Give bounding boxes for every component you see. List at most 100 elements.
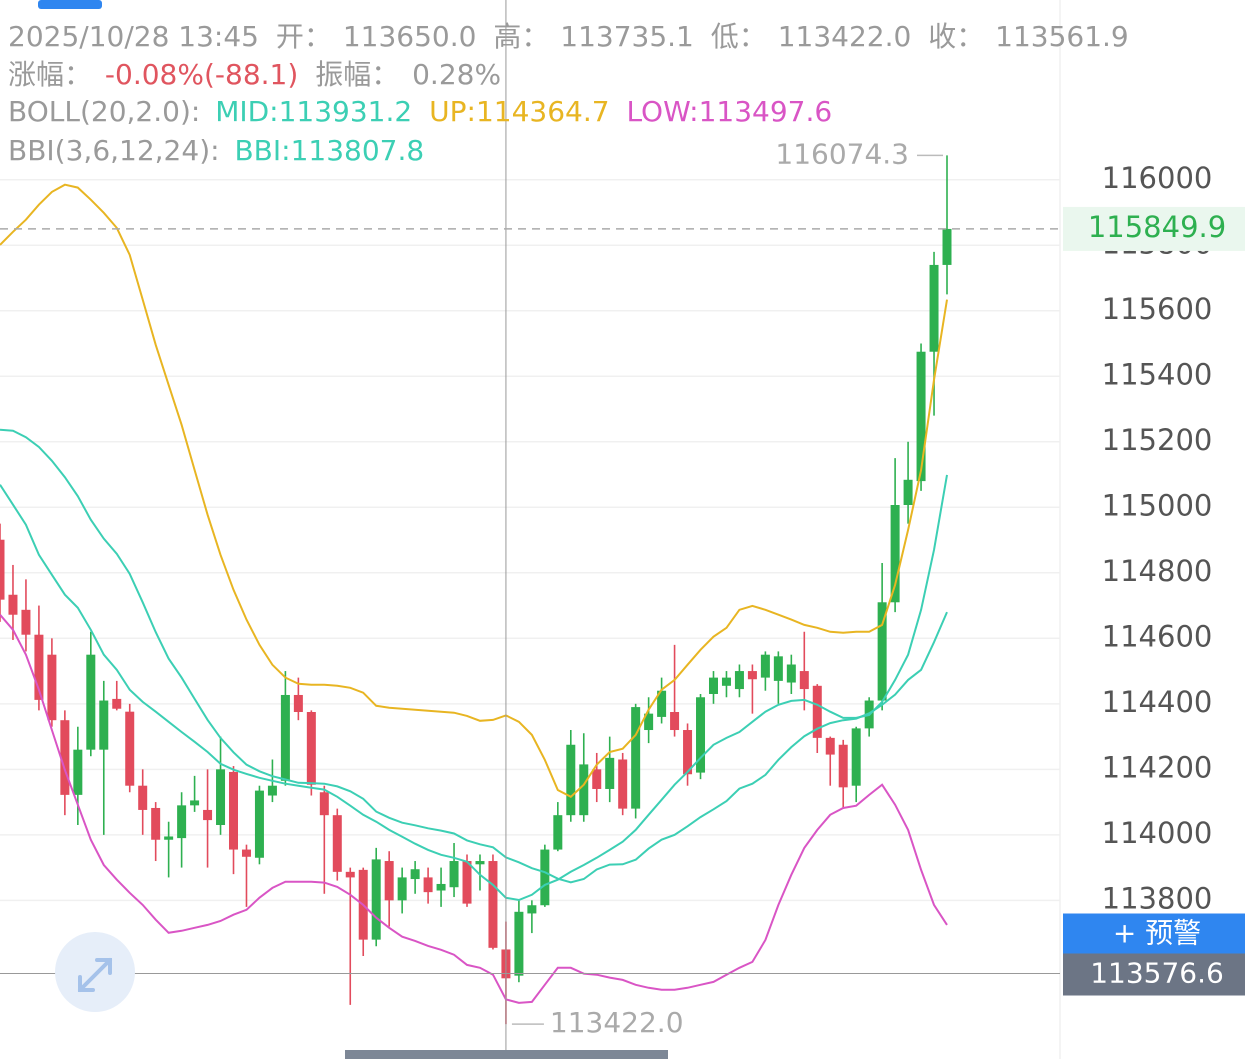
- candle-body: [371, 859, 381, 940]
- date: 2025/10/28 13:45: [8, 20, 259, 53]
- candle-body: [47, 654, 57, 721]
- indicator-line: [0, 614, 948, 1004]
- header-line4: BBI(3,6,12,24): BBI:113807.8: [8, 134, 424, 167]
- candle-body: [786, 664, 796, 683]
- candle-body: [410, 869, 420, 880]
- candle-body: [812, 685, 822, 738]
- boll-label: BOLL(20,2.0):: [8, 95, 200, 128]
- boll-low: LOW:113497.6: [626, 95, 832, 128]
- high-label: 高：: [493, 20, 549, 53]
- expand-icon-arrow[interactable]: [78, 958, 112, 992]
- scrollbar[interactable]: [345, 1050, 668, 1059]
- candle-body: [436, 883, 446, 891]
- candle-body: [60, 720, 70, 795]
- candle-body: [34, 634, 44, 700]
- header-line3: BOLL(20,2.0): MID:113931.2 UP:114364.7 L…: [8, 95, 832, 128]
- candle-body: [319, 792, 329, 816]
- candle-body: [125, 711, 135, 786]
- candle-body: [734, 671, 744, 690]
- indicator-line: [0, 183, 948, 799]
- candle-body: [605, 757, 615, 789]
- candle-body: [112, 698, 122, 709]
- header-line2: 涨幅： -0.08%(-88.1) 振幅： 0.28%: [8, 58, 501, 91]
- boll-mid: MID:113931.2: [215, 95, 412, 128]
- alert-button-bg[interactable]: [1063, 913, 1245, 954]
- candle-body: [721, 677, 731, 686]
- candle-body: [384, 861, 394, 901]
- candle-body: [760, 654, 770, 678]
- last-price-label: 115849.9: [1088, 210, 1226, 244]
- indicator-line: [0, 428, 948, 884]
- candle-body: [579, 764, 589, 816]
- y-tick-label: 115000: [1102, 488, 1213, 522]
- candle-body: [657, 690, 667, 717]
- candle-body: [73, 749, 83, 795]
- candle-body: [241, 849, 251, 857]
- candle-body: [0, 539, 5, 600]
- min-label: 113422.0: [550, 1006, 684, 1039]
- candle-body: [825, 737, 835, 755]
- candle-body: [86, 654, 96, 750]
- candle-body: [877, 602, 887, 701]
- candle-body: [306, 712, 316, 785]
- candle-body: [618, 759, 628, 809]
- candle-body: [799, 671, 809, 690]
- candle-body: [293, 694, 303, 713]
- candle-body: [138, 785, 148, 810]
- candle-body: [254, 790, 264, 858]
- y-tick-label: 116000: [1102, 161, 1213, 195]
- low-value: 113422.0: [778, 20, 912, 53]
- top-tab: [38, 0, 102, 9]
- candle-body: [670, 712, 680, 731]
- y-tick-label: 114800: [1102, 554, 1213, 588]
- y-tick-label: 114400: [1102, 685, 1213, 719]
- candle-body: [566, 744, 576, 816]
- change-label: 涨幅：: [8, 58, 92, 91]
- candle-body: [838, 744, 848, 788]
- candle-body: [708, 677, 718, 694]
- indicator-line: [0, 474, 948, 902]
- y-tick-label: 115200: [1102, 423, 1213, 457]
- candle-body: [553, 815, 563, 850]
- crosshair-price-label: 113576.6: [1090, 957, 1224, 990]
- candle-body: [903, 479, 913, 506]
- candle-body: [423, 877, 433, 893]
- candle-body: [99, 700, 109, 750]
- amplitude-value: 0.28%: [412, 58, 501, 91]
- amplitude-label: 振幅：: [315, 58, 399, 91]
- boll-up: UP:114364.7: [429, 95, 609, 128]
- header-line1: 2025/10/28 13:45 开： 113650.0 高： 113735.1…: [8, 20, 1129, 53]
- candle-body: [151, 807, 161, 840]
- bbi-label: BBI(3,6,12,24):: [8, 134, 220, 167]
- candle-body: [851, 728, 861, 786]
- candle-body: [267, 785, 277, 796]
- candle-body: [683, 730, 693, 775]
- candle-body: [696, 697, 706, 773]
- candle-body: [514, 911, 524, 976]
- y-tick-label: 114600: [1102, 619, 1213, 653]
- y-tick-label: 113800: [1102, 881, 1213, 915]
- candle-body: [280, 694, 290, 781]
- candle-body: [8, 594, 18, 615]
- alert-button[interactable]: + 预警: [1113, 917, 1201, 950]
- candle-body: [747, 671, 757, 680]
- candle-body: [488, 861, 498, 948]
- high-value: 113735.1: [560, 20, 694, 53]
- candle-body: [527, 905, 537, 914]
- crosshair-price-tag: [1063, 953, 1245, 996]
- max-label: 116074.3: [775, 137, 909, 170]
- candle-body: [475, 861, 485, 865]
- candle-body: [177, 805, 187, 839]
- change-value: -0.08%(-88.1): [105, 58, 298, 91]
- candle-body: [631, 707, 641, 809]
- expand-icon[interactable]: [55, 932, 135, 1012]
- candle-body: [164, 836, 174, 840]
- candle-body: [929, 264, 939, 352]
- y-tick-label: 115400: [1102, 357, 1213, 391]
- grid: [0, 179, 1060, 902]
- low-label: 低：: [711, 20, 767, 53]
- candle-body: [203, 809, 213, 821]
- expand-icon-bg[interactable]: [55, 932, 135, 1012]
